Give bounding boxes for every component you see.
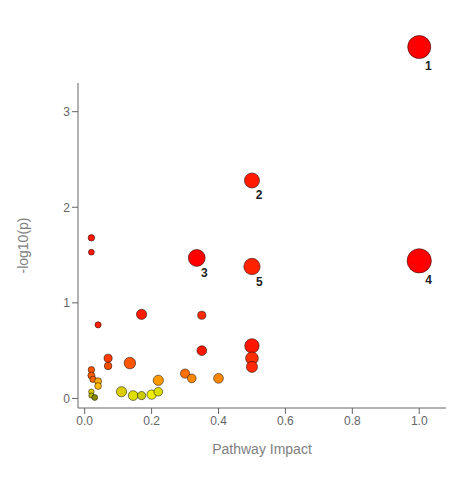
svg-text:3: 3 xyxy=(201,266,208,280)
svg-text:1: 1 xyxy=(63,296,70,310)
svg-text:1.0: 1.0 xyxy=(411,414,428,428)
svg-text:2: 2 xyxy=(63,201,70,215)
svg-text:4: 4 xyxy=(425,273,432,287)
svg-text:-log10(p): -log10(p) xyxy=(15,217,31,273)
svg-text:3: 3 xyxy=(63,105,70,119)
svg-text:1: 1 xyxy=(425,59,432,73)
svg-text:0.4: 0.4 xyxy=(210,414,227,428)
svg-text:0.2: 0.2 xyxy=(143,414,160,428)
svg-text:0.0: 0.0 xyxy=(76,414,93,428)
svg-text:0.6: 0.6 xyxy=(277,414,294,428)
svg-text:5: 5 xyxy=(256,275,263,289)
svg-text:0.8: 0.8 xyxy=(344,414,361,428)
svg-text:0: 0 xyxy=(63,392,70,406)
svg-text:2: 2 xyxy=(256,188,263,202)
svg-text:Pathway Impact: Pathway Impact xyxy=(212,441,312,457)
